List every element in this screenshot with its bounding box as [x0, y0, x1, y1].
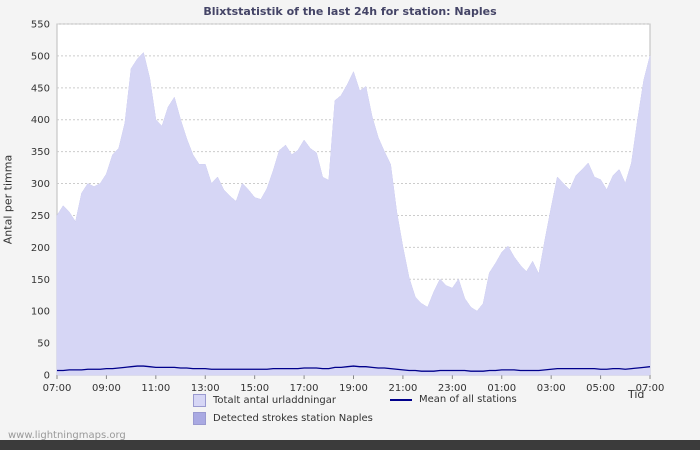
svg-text:19:00: 19:00 [339, 383, 368, 394]
svg-text:50: 50 [37, 339, 50, 350]
svg-text:13:00: 13:00 [191, 383, 220, 394]
svg-text:15:00: 15:00 [240, 383, 269, 394]
chart-title: Blixtstatistik of the last 24h for stati… [203, 5, 497, 18]
svg-text:350: 350 [31, 147, 50, 158]
svg-text:150: 150 [31, 275, 50, 286]
svg-text:01:00: 01:00 [487, 383, 516, 394]
svg-text:550: 550 [31, 20, 50, 31]
svg-text:09:00: 09:00 [92, 383, 121, 394]
legend-item-detected: Detected strokes station Naples [193, 412, 373, 425]
x-axis-label: Tid [628, 388, 645, 401]
legend-swatch-mean-line [390, 398, 412, 401]
legend-label-detected: Detected strokes station Naples [213, 413, 373, 424]
svg-text:500: 500 [31, 51, 50, 62]
legend-swatch-total [193, 394, 206, 407]
svg-text:400: 400 [31, 115, 50, 126]
svg-text:05:00: 05:00 [586, 383, 615, 394]
svg-text:300: 300 [31, 179, 50, 190]
svg-text:23:00: 23:00 [438, 383, 467, 394]
svg-text:03:00: 03:00 [537, 383, 566, 394]
svg-text:21:00: 21:00 [389, 383, 418, 394]
svg-text:17:00: 17:00 [290, 383, 319, 394]
legend-item-total: Totalt antal urladdningar [193, 394, 336, 407]
svg-text:07:00: 07:00 [43, 383, 72, 394]
watermark-text: www.lightningmaps.org [8, 430, 126, 441]
legend-swatch-detected [193, 412, 206, 425]
legend-item-mean: Mean of all stations [390, 394, 517, 405]
svg-text:200: 200 [31, 243, 50, 254]
legend-label-mean: Mean of all stations [419, 394, 517, 405]
legend-label-total: Totalt antal urladdningar [213, 395, 337, 406]
svg-text:11:00: 11:00 [141, 383, 170, 394]
svg-text:450: 450 [31, 83, 50, 94]
svg-text:0: 0 [44, 371, 50, 382]
footer-bar [0, 440, 700, 450]
svg-text:250: 250 [31, 211, 50, 222]
svg-text:100: 100 [31, 307, 50, 318]
svg-text:07:00: 07:00 [636, 383, 665, 394]
